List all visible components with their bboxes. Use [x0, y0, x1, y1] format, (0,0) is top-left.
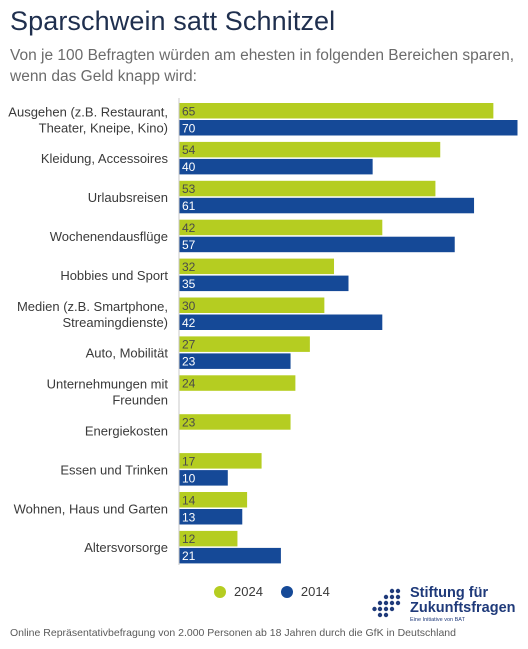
bar-value-label: 27	[182, 338, 196, 352]
bar-2024	[179, 453, 262, 469]
bar-2014	[179, 314, 383, 330]
bar-value-label: 35	[182, 277, 196, 291]
category-label: Medien (z.B. Smartphone, Streamingdienste…	[17, 299, 168, 330]
bar-value-label: 32	[182, 260, 196, 274]
bar-value-label: 23	[182, 415, 196, 429]
bar-value-label: 54	[182, 143, 196, 157]
stiftung-logo: Stiftung für Zukunftsfragen Eine Initiat…	[372, 586, 522, 623]
legend-label-2014: 2014	[300, 584, 330, 599]
logo-wordmark: Stiftung für Zukunftsfragen	[410, 586, 516, 616]
category-label: Ausgehen (z.B. Restaurant, Theater, Kneip…	[8, 104, 168, 135]
bar-2014	[179, 470, 228, 486]
bar-value-label: 13	[182, 510, 196, 524]
category-label: Energiekosten	[85, 423, 168, 438]
legend-label-2024: 2024	[234, 584, 263, 599]
bar-value-label: 30	[182, 299, 196, 313]
bar-value-label: 42	[182, 316, 196, 330]
bar-2024	[179, 414, 291, 430]
bar-2024	[179, 492, 248, 508]
bar-value-label: 65	[182, 104, 196, 118]
bar-value-label: 21	[182, 549, 196, 563]
bar-2024	[179, 297, 325, 313]
bar-2014	[179, 509, 243, 525]
bar-value-label: 61	[182, 199, 196, 213]
bar-value-label: 53	[182, 182, 196, 196]
category-label: Hobbies und Sport	[60, 268, 168, 283]
legend-swatch-2024	[214, 585, 226, 598]
bar-2024	[179, 219, 383, 236]
bar-2024	[179, 180, 436, 197]
bar-2024	[179, 530, 238, 547]
category-label: Kleidung, Accessoires	[41, 151, 169, 166]
chart-title: Sparschwein satt Schnitzel	[10, 6, 336, 36]
footer-note: Online Repräsentativbefragung von 2.000 …	[10, 627, 456, 639]
legend-swatch-2014	[280, 585, 293, 598]
bar-2014	[179, 353, 291, 369]
bar-value-label: 14	[182, 493, 196, 507]
category-label: Wohnen, Haus und Garten	[14, 501, 168, 516]
bar-value-label: 57	[182, 238, 196, 252]
logo-tagline: Eine Initiative von BAT	[410, 617, 465, 623]
category-label: Altersvorsorge	[84, 540, 168, 555]
chart-subtitle: Von je 100 Befragten würden am ehesten i…	[10, 47, 515, 85]
logo-dots-icon	[372, 588, 401, 618]
bar-value-label: 12	[182, 532, 196, 546]
bar-2014	[179, 236, 455, 253]
category-label: Essen und Trinken	[60, 462, 168, 477]
bar-2014	[179, 120, 518, 136]
bar-value-label: 42	[182, 221, 196, 235]
bar-value-label: 23	[182, 355, 196, 369]
bar-value-label: 24	[182, 377, 196, 391]
bar-2024	[179, 103, 494, 119]
legend-item-2024: 2024	[214, 584, 263, 599]
bar-2024	[179, 375, 296, 391]
bar-2024	[179, 141, 441, 158]
category-label: Wochenendausflüge	[50, 229, 168, 244]
category-label: Unternehmungen mit Freunden	[47, 377, 169, 408]
bar-2014	[179, 547, 281, 564]
bar-value-label: 40	[182, 160, 196, 174]
bar-2024	[179, 336, 310, 352]
legend-item-2014: 2014	[280, 584, 330, 599]
category-label: Auto, Mobilität	[86, 346, 169, 361]
bar-value-label: 70	[182, 121, 196, 135]
category-label: Urlaubsreisen	[88, 190, 168, 205]
bar-value-label: 17	[182, 454, 196, 468]
logo-line1: Stiftung für	[410, 585, 489, 601]
logo-line2: Zukunftsfragen	[410, 600, 516, 616]
bar-2014	[179, 197, 475, 214]
bar-2014	[179, 275, 349, 292]
bar-2024	[179, 258, 335, 275]
bar-value-label: 10	[182, 471, 196, 485]
bar-2014	[179, 158, 373, 175]
legend: 2024 2014	[214, 584, 348, 599]
